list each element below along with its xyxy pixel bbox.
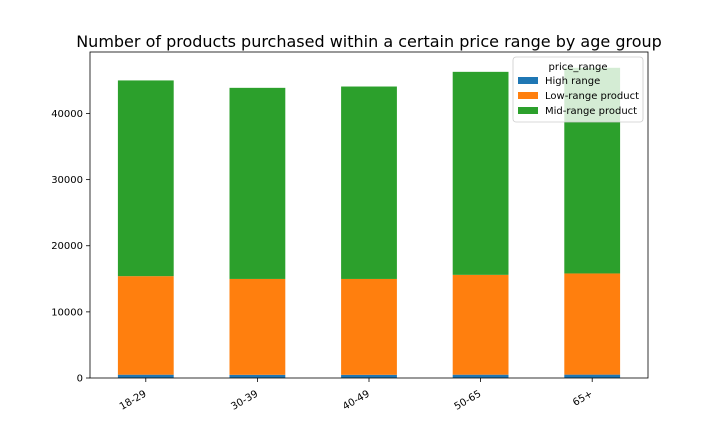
bar-18-29-series-2: [117, 80, 174, 277]
legend-swatch: [518, 92, 538, 99]
legend: price_range High range Low-range product Mi…: [512, 56, 644, 123]
y-tick-label: 40000: [51, 109, 83, 120]
x-tick-label: 18-29: [118, 389, 149, 413]
bar-30-39-series-0: [229, 374, 286, 378]
bar-40-49-series-0: [341, 374, 397, 378]
y-tick-label: 0: [77, 374, 83, 385]
bar-50-65-series-0: [452, 374, 509, 378]
legend-entry: Low-range product: [545, 91, 639, 102]
bar-65+-series-0: [564, 374, 621, 378]
x-tick-label: 40-49: [341, 389, 372, 413]
chart-title: Number of products purchased within a ce…: [76, 32, 662, 51]
bar-18-29-series-1: [117, 276, 174, 375]
bar-18-29-series-0: [117, 374, 174, 378]
legend-swatch: [518, 107, 538, 114]
bar-50-65-series-1: [452, 274, 509, 375]
legend-entry: Mid-range product: [545, 106, 637, 117]
y-tick-label: 10000: [51, 307, 83, 318]
legend-box: [512, 56, 644, 123]
bar-50-65-series-2: [452, 71, 509, 275]
bar-65+-series-1: [564, 273, 621, 375]
bar-30-39-series-2: [229, 87, 286, 279]
bar-30-39-series-1: [229, 278, 286, 375]
legend-title: price_range: [549, 62, 608, 73]
legend-swatch: [518, 77, 538, 84]
y-tick-label: 20000: [51, 241, 83, 252]
x-tick-label: 65+: [571, 389, 595, 409]
bar-40-49-series-2: [341, 86, 397, 279]
legend-entry: High range: [545, 76, 600, 87]
bar-40-49-series-1: [341, 278, 397, 375]
x-tick-label: 50-65: [453, 389, 484, 413]
plot-frame: [89, 51, 649, 379]
x-tick-label: 30-39: [229, 389, 260, 413]
y-tick-label: 30000: [51, 175, 83, 186]
